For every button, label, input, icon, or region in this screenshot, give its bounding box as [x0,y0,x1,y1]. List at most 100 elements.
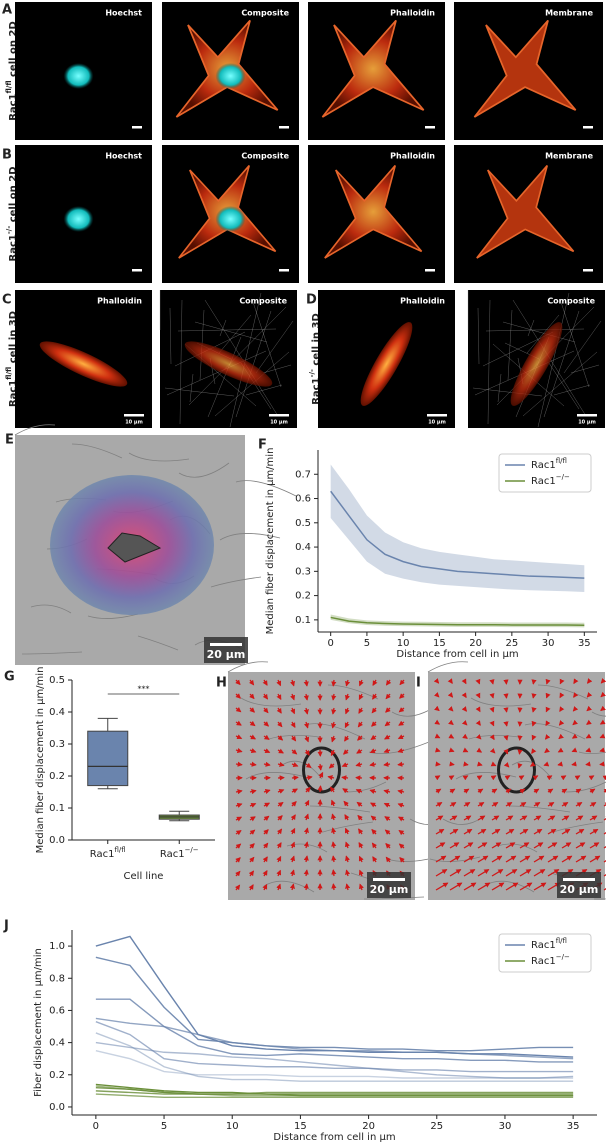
flow-arrow [263,721,270,727]
flow-arrow [372,856,378,863]
texture [235,480,297,497]
flow-arrow [331,841,337,849]
flow-arrow [558,733,564,740]
flow-arrow [490,761,497,767]
flow-arrow [531,734,537,741]
flow-arrow [475,678,481,685]
flow-arrow [331,827,337,835]
panel-letter: J [3,919,9,934]
texture [71,443,123,459]
flow-arrow [305,762,312,769]
flow-arrow [477,815,486,821]
flow-arrow [397,802,405,808]
texture [429,856,481,862]
scale-bar [563,878,595,881]
flow-arrow [572,719,578,726]
flow-arrow [290,693,296,701]
box [87,730,129,787]
flow-arrow [305,775,313,781]
y-axis-label: Fiber displacement in µm/min [33,948,44,1097]
flow-arrow [355,761,363,767]
flow-arrow [343,749,349,755]
flow-arrow [433,678,440,684]
flow-arrow [249,761,257,767]
flow-arrow [342,788,349,794]
image-title: Phalloidin [97,297,142,306]
flow-arrow [262,842,269,849]
nucleus [63,206,94,232]
flow-arrow [519,842,530,849]
flow-arrow [572,706,579,712]
y-tick-label: 0.4 [295,542,311,553]
flow-arrow [447,678,453,684]
flow-arrow [277,761,285,767]
flow-arrow [290,841,296,849]
flow-arrow [303,883,309,891]
flow-arrow [398,707,405,713]
flow-arrow [600,705,606,711]
flow-arrow [235,761,243,767]
flow-arrow [519,828,529,835]
flow-arrow [290,679,295,687]
flow-arrow [344,707,350,715]
fiber [207,336,242,418]
flow-arrow [331,721,337,729]
flow-arrow [328,763,335,769]
flow-arrow [397,747,405,753]
x-tick-label: 25 [505,638,518,649]
micrograph [228,672,415,900]
flow-arrow [573,692,579,698]
flow-arrow [505,802,513,808]
flow-arrow [385,679,392,686]
flow-arrow [603,788,606,794]
panel-letter: E [5,433,14,448]
flow-arrow [262,883,268,891]
x-tick-label: 10 [226,1121,239,1132]
flow-arrow [434,719,441,725]
flow-arrow [289,883,295,891]
flow-arrow [575,802,583,808]
flow-arrow [303,679,309,687]
scale-bar [577,414,597,417]
texture [178,462,230,478]
flow-arrow [358,679,364,687]
x-axis-label: Distance from cell in µm [396,649,518,660]
flow-arrow [491,842,502,849]
flow-arrow [532,775,539,781]
texture [14,424,56,436]
flow-arrow [449,842,460,849]
fiber [262,364,292,374]
flow-arrow [559,678,565,685]
texture [227,661,269,673]
flow-arrow [399,693,405,699]
x-tick-label: 15 [294,1121,307,1132]
flow-arrow [235,789,243,795]
flow-arrow [519,855,531,863]
flow-arrow [603,846,606,849]
flow-arrow [546,775,553,781]
y-tick-label: 0.3 [49,739,65,750]
flow-arrow [575,828,585,835]
flow-arrow [585,733,592,739]
x-tick-label: 35 [578,638,591,649]
flow-arrow [277,735,284,741]
texture [427,661,469,673]
texture [591,711,606,717]
flow-arrow [343,800,349,807]
flow-arrow [531,707,537,713]
cell-outline [497,746,536,794]
flow-arrow [235,679,241,686]
image-title: Hoechst [105,152,142,161]
fiber [507,309,513,381]
flow-arrow [303,841,309,849]
flow-arrow [475,733,482,740]
flow-arrow [331,869,337,877]
x-tick-label: 20 [362,1121,375,1132]
flow-arrow [489,679,495,685]
image-title: Phalloidin [390,152,435,161]
flow-arrow [533,842,544,849]
flow-arrow [345,855,351,863]
flow-arrow [461,692,467,699]
x-tick-label: 35 [567,1121,580,1132]
flow-arrow [249,748,257,754]
